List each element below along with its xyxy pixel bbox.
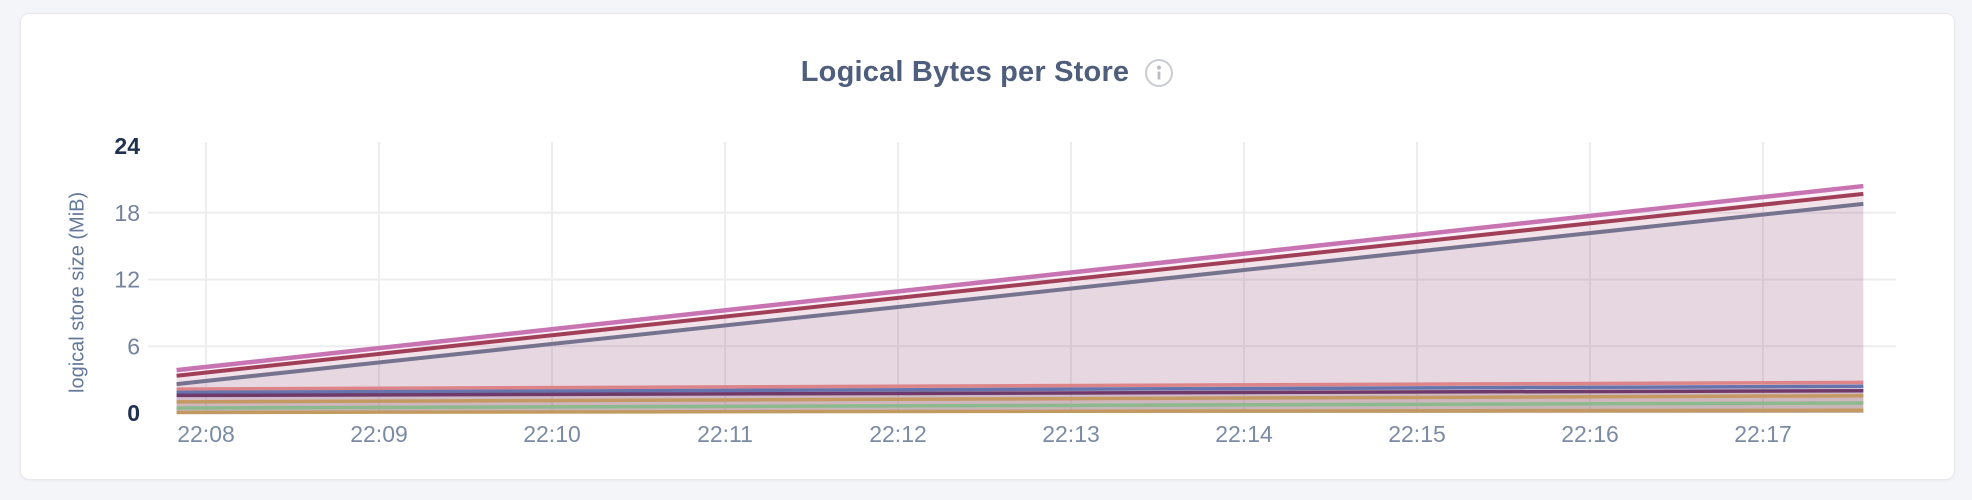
series-7-amber-line	[176, 394, 1864, 404]
series-9-tan-line	[176, 408, 1864, 415]
y-tick-label: 24	[114, 133, 140, 159]
x-tick-label: 22:10	[523, 421, 581, 447]
x-tick-label: 22:08	[177, 421, 235, 447]
series-1-pink-line	[176, 183, 1864, 373]
series-5-blue-line	[176, 384, 1864, 395]
x-tick-label: 22:12	[869, 421, 927, 447]
series-1-pink-area	[176, 186, 1864, 413]
series-3-slate-line	[176, 201, 1864, 387]
x-tick-label: 22:11	[697, 421, 753, 447]
x-tick-label: 22:17	[1734, 421, 1792, 447]
x-tick-label: 22:13	[1042, 421, 1100, 447]
y-tick-label: 18	[114, 200, 140, 226]
y-tick-label: 12	[114, 267, 140, 293]
x-tick-label: 22:14	[1215, 421, 1273, 447]
y-tick-label: 0	[127, 400, 140, 426]
series-2-maroon-line	[176, 191, 1864, 378]
x-tick-label: 22:16	[1561, 421, 1619, 447]
chart-header: Logical Bytes per Store	[21, 56, 1954, 89]
y-tick-label: 6	[127, 333, 140, 359]
x-tick-label: 22:09	[350, 421, 408, 447]
series-6-plum-line	[176, 389, 1864, 398]
chart-title: Logical Bytes per Store	[800, 56, 1130, 88]
series-3-slate-area	[176, 203, 1864, 413]
info-icon[interactable]	[1144, 58, 1174, 88]
x-tick-label: 22:15	[1388, 421, 1446, 447]
series-8-green-line	[176, 401, 1864, 410]
series-4-salmon-line	[176, 380, 1864, 391]
